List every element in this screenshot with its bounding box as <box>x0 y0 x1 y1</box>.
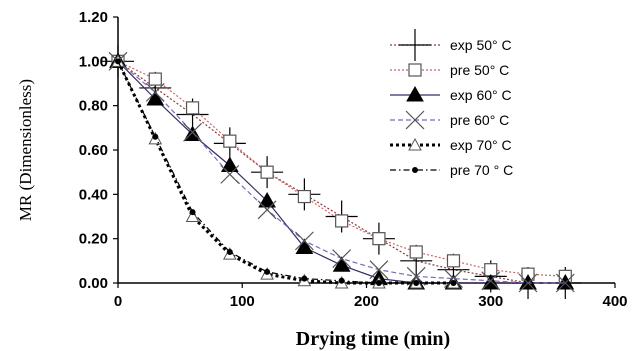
data-point <box>481 271 501 291</box>
data-point <box>446 254 461 268</box>
legend-marker <box>405 110 425 130</box>
plot-area <box>102 45 582 299</box>
data-point <box>369 260 389 280</box>
y-axis-label: MR (Dimensionless) <box>16 79 35 221</box>
series-2 <box>111 54 572 283</box>
legend-label: exp 50° C <box>450 37 512 53</box>
data-point <box>294 231 314 251</box>
legend-marker <box>412 167 418 173</box>
data-point <box>189 209 196 216</box>
series-6 <box>115 58 457 286</box>
data-point <box>519 273 537 290</box>
data-point <box>332 256 351 272</box>
data-point <box>220 156 239 173</box>
legend-label: pre 50° C <box>450 62 509 78</box>
legend: exp 50° C pre 50° C exp 60° C pre 60° C exp … <box>390 29 513 178</box>
data-point <box>556 273 575 290</box>
data-point <box>223 134 237 148</box>
data-point <box>372 232 386 246</box>
legend-label: exp 60° C <box>450 87 512 103</box>
x-axis-label: Drying time (min) <box>296 328 450 350</box>
legend-entry: pre 60° C <box>390 110 509 130</box>
x-tick-label: 400 <box>602 293 627 310</box>
data-point <box>146 90 165 106</box>
data-point <box>338 277 345 284</box>
series-5 <box>111 54 461 289</box>
series-line <box>117 61 454 284</box>
y-tick-label: 1.20 <box>79 9 108 26</box>
data-point <box>257 200 277 220</box>
data-point <box>375 280 382 286</box>
legend-marker <box>408 137 422 151</box>
data-point <box>335 214 349 228</box>
y-tick-label: 0.60 <box>79 142 108 159</box>
legend-entry: pre 70 ° C <box>390 162 513 178</box>
legend-marker <box>399 29 431 61</box>
data-point <box>220 164 240 184</box>
data-point <box>332 249 352 269</box>
data-point <box>185 101 200 115</box>
x-tick-label: 300 <box>478 293 503 310</box>
data-point <box>484 263 498 277</box>
legend-label: exp 70° C <box>450 137 512 153</box>
legend-entry: exp 70° C <box>390 137 512 153</box>
x-tick-label: 200 <box>354 293 379 310</box>
data-point <box>258 191 276 208</box>
legend-label: pre 70 ° C <box>450 162 513 178</box>
data-point <box>145 82 165 102</box>
data-point <box>301 275 308 282</box>
data-point <box>260 165 274 179</box>
y-tick-label: 1.00 <box>79 53 108 70</box>
x-tick-label: 0 <box>114 293 122 310</box>
y-tick-label: 0.80 <box>79 98 108 115</box>
legend-entry: exp 60° C <box>390 85 512 103</box>
legend-marker <box>406 85 424 102</box>
data-point <box>409 245 423 259</box>
data-point <box>518 273 538 293</box>
axes <box>117 17 615 284</box>
x-tick-label: 100 <box>230 293 255 310</box>
data-point <box>148 72 162 86</box>
data-point <box>555 273 575 293</box>
data-point <box>297 189 311 204</box>
legend-entry: pre 50° C <box>390 62 509 78</box>
data-point <box>450 280 457 286</box>
legend-entry: exp 50° C <box>390 29 512 61</box>
data-point <box>413 280 420 286</box>
data-point <box>226 248 233 255</box>
data-point <box>264 268 271 275</box>
data-point <box>185 209 200 222</box>
data-point <box>183 122 202 142</box>
legend-marker <box>408 63 422 77</box>
x-axis-ticks: 0 100 200 300 400 <box>114 283 628 310</box>
y-axis-ticks: 0.00 0.20 0.40 0.60 0.80 1.00 1.20 <box>79 9 118 292</box>
y-tick-label: 0.20 <box>79 231 108 248</box>
data-point <box>295 238 314 255</box>
data-point <box>152 133 159 140</box>
data-point <box>115 58 121 65</box>
series-4 <box>108 51 575 293</box>
y-tick-label: 0.00 <box>79 275 108 292</box>
legend-label: pre 60° C <box>450 112 509 128</box>
y-tick-label: 0.40 <box>79 186 108 203</box>
